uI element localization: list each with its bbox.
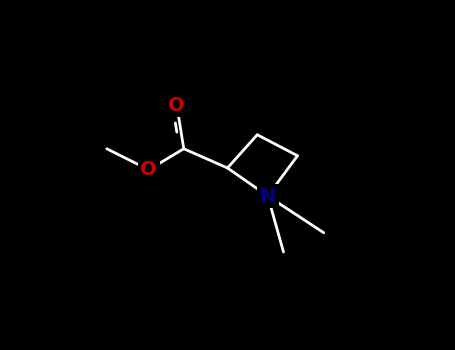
Text: N: N xyxy=(260,187,276,205)
Text: O: O xyxy=(141,160,157,179)
Text: O: O xyxy=(168,96,185,114)
